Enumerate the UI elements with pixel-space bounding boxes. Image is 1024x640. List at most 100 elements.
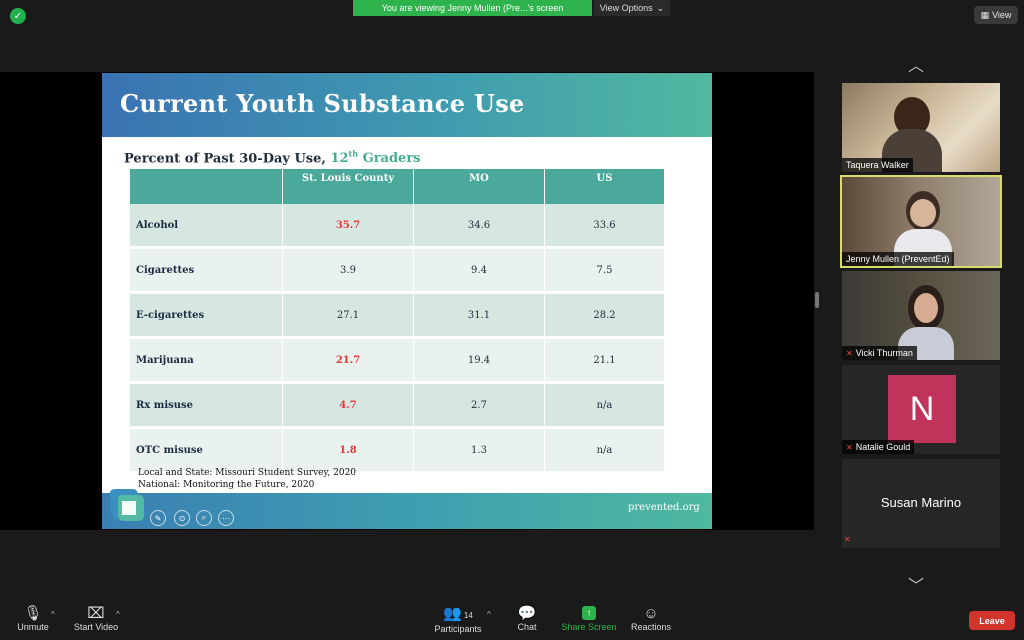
- st-louis-value-cell: 27.1: [282, 292, 414, 339]
- us-value-cell: 7.5: [544, 247, 664, 294]
- subtitle-grade-num: 12: [330, 151, 349, 167]
- footer-url: prevented.org: [628, 502, 700, 513]
- chat-button[interactable]: 💬 Chat: [512, 605, 542, 633]
- view-button[interactable]: ▦ View: [974, 6, 1018, 24]
- chevron-down-icon: ⌄: [656, 2, 665, 13]
- subtitle-prefix: Percent of Past 30-Day Use,: [124, 151, 331, 167]
- participants-icon: 👥 14: [443, 605, 473, 622]
- mic-muted-icon: ✕: [844, 535, 851, 544]
- table-row: OTC misuse 1.8 1.3 n/a: [130, 427, 664, 474]
- st-louis-value-cell: 35.7: [282, 204, 414, 249]
- share-screen-button[interactable]: ↑ Share Screen: [560, 606, 618, 632]
- slide-header: [102, 73, 712, 137]
- substance-cell: Alcohol: [130, 204, 283, 249]
- participant-tile-vicki[interactable]: ✕ Vicki Thurman: [842, 271, 1000, 360]
- mo-value-cell: 19.4: [413, 337, 545, 384]
- share-screen-label: Share Screen: [561, 622, 617, 632]
- reactions-smile-icon: ☺: [643, 605, 659, 622]
- column-header-mo: MO: [413, 169, 545, 204]
- us-value-cell: 21.1: [544, 337, 664, 384]
- participants-label: Participants: [434, 624, 482, 634]
- st-louis-value-cell: 21.7: [282, 337, 414, 384]
- substance-use-table: St. Louis County MO US Alcohol 35.7 34.6 33…: [130, 169, 664, 474]
- st-louis-value-cell: 3.9: [282, 247, 414, 294]
- prevented-logo-icon: [110, 489, 144, 523]
- presentation-slide: Current Youth Substance Use Percent of P…: [102, 73, 712, 529]
- mic-muted-icon: ✕: [846, 443, 853, 452]
- chevron-down-icon[interactable]: ﹀: [908, 578, 925, 595]
- subtitle-grade-rest: Graders: [358, 151, 421, 167]
- us-value-cell: 28.2: [544, 292, 664, 339]
- subtitle-grade: 12th Graders: [330, 149, 421, 167]
- view-button-label: View: [992, 10, 1012, 20]
- mo-value-cell: 31.1: [413, 292, 545, 339]
- table-row: Alcohol 35.7 34.6 33.6: [130, 204, 664, 249]
- participant-name: Jenny Mullen (PreventEd): [842, 252, 954, 266]
- subtitle-grade-sup: th: [348, 149, 359, 159]
- participant-tile-taquera[interactable]: Taquera Walker: [842, 83, 1000, 172]
- participants-options-caret-icon[interactable]: ^: [487, 610, 491, 619]
- mic-muted-icon: 🎙: [23, 605, 43, 622]
- table-row: Cigarettes 3.9 9.4 7.5: [130, 247, 664, 294]
- video-off-icon: ⌧: [87, 605, 105, 622]
- source-line-state: Local and State: Missouri Student Survey…: [138, 468, 357, 478]
- mic-muted-icon: ✕: [846, 349, 853, 358]
- video-options-caret-icon[interactable]: ^: [116, 610, 120, 619]
- us-value-cell: n/a: [544, 427, 664, 474]
- substance-cell: OTC misuse: [130, 427, 283, 474]
- table-row: E-cigarettes 27.1 31.1 28.2: [130, 292, 664, 339]
- leave-button[interactable]: Leave: [969, 611, 1015, 630]
- participant-name: Vicki Thurman: [855, 348, 913, 358]
- mo-value-cell: 34.6: [413, 204, 545, 249]
- pen-tool-icon[interactable]: ✎: [150, 510, 166, 526]
- participant-name-row: ✕ Natalie Gould: [842, 440, 915, 454]
- source-line-national: National: Monitoring the Future, 2020: [138, 480, 315, 490]
- resize-handle[interactable]: [815, 292, 819, 308]
- participant-video-face: [914, 293, 938, 323]
- participant-tile-natalie[interactable]: N ✕ Natalie Gould: [842, 365, 1000, 454]
- reactions-button[interactable]: ☺ Reactions: [629, 605, 673, 633]
- participant-video-face: [910, 199, 936, 227]
- column-header-st-louis: St. Louis County: [282, 169, 414, 204]
- substance-cell: Cigarettes: [130, 247, 283, 294]
- participant-tile-jenny[interactable]: Jenny Mullen (PreventEd): [840, 175, 1002, 268]
- slide-sources: Local and State: Missouri Student Survey…: [138, 467, 356, 491]
- mo-value-cell: 9.4: [413, 247, 545, 294]
- mo-value-cell: 1.3: [413, 427, 545, 474]
- st-louis-value-cell: 4.7: [282, 382, 414, 429]
- st-louis-value-cell: 1.8: [282, 427, 414, 474]
- substance-cell: Rx misuse: [130, 382, 283, 429]
- participant-count: 14: [463, 611, 473, 620]
- table-row: Marijuana 21.7 19.4 21.1: [130, 337, 664, 384]
- unmute-button[interactable]: 🎙 Unmute: [14, 605, 52, 633]
- participant-name-row: ✕ Vicki Thurman: [842, 346, 917, 360]
- slide-title: Current Youth Substance Use: [120, 89, 525, 118]
- screen-share-banner: You are viewing Jenny Mullen (Pre...'s s…: [353, 0, 592, 16]
- view-options-button[interactable]: View Options ⌄: [594, 0, 670, 16]
- chat-label: Chat: [517, 622, 537, 632]
- view-options-label: View Options: [599, 3, 653, 13]
- slide-footer: [102, 493, 712, 529]
- unmute-label: Unmute: [17, 622, 49, 632]
- start-video-button[interactable]: ⌧ Start Video: [72, 605, 120, 633]
- table-row: Rx misuse 4.7 2.7 n/a: [130, 382, 664, 429]
- chat-icon: 💬: [517, 605, 537, 622]
- participants-button[interactable]: 👥 14 Participants: [431, 605, 485, 635]
- audio-options-caret-icon[interactable]: ^: [51, 610, 55, 619]
- zoom-tool-icon[interactable]: ⌕: [196, 510, 212, 526]
- column-header-substance: [130, 169, 283, 204]
- substance-cell: E-cigarettes: [130, 292, 283, 339]
- participant-avatar: N: [888, 375, 956, 443]
- us-value-cell: n/a: [544, 382, 664, 429]
- column-header-us: US: [544, 169, 664, 204]
- security-shield-icon[interactable]: ✓: [10, 8, 26, 24]
- meeting-toolbar: [0, 600, 1024, 640]
- participant-tile-susan[interactable]: Susan Marino ✕: [842, 459, 1000, 548]
- more-options-icon[interactable]: ⋯: [218, 510, 234, 526]
- reactions-label: Reactions: [630, 622, 672, 632]
- start-video-label: Start Video: [73, 622, 119, 632]
- annotate-tool-icon[interactable]: ⊙: [174, 510, 190, 526]
- slide-subtitle: Percent of Past 30-Day Use, 12th Graders: [124, 149, 421, 166]
- chevron-up-icon[interactable]: ︿: [908, 58, 925, 75]
- us-value-cell: 33.6: [544, 204, 664, 249]
